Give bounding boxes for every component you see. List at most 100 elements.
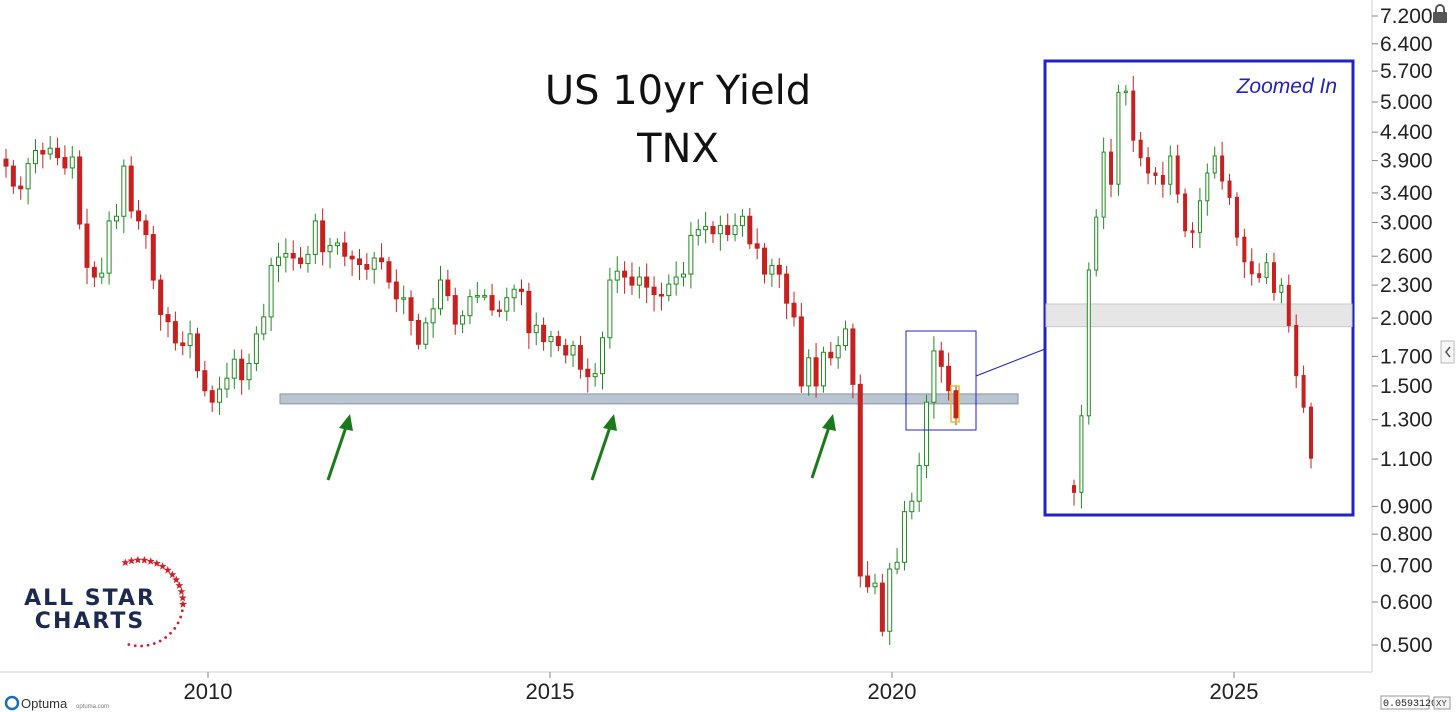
- zoom-candle: [1257, 263, 1262, 283]
- zoom-candle: [1271, 252, 1276, 301]
- main-candle: [806, 349, 812, 396]
- main-candle: [533, 312, 539, 346]
- main-candle: [415, 313, 421, 350]
- main-candle: [526, 282, 532, 349]
- y-tick-label: 3.000: [1380, 211, 1433, 234]
- zoom-candle: [1301, 365, 1306, 413]
- main-candle: [496, 300, 502, 318]
- y-tick-label: 6.400: [1380, 33, 1433, 56]
- main-candle: [901, 500, 907, 571]
- main-candle: [894, 547, 900, 575]
- main-candle: [62, 145, 68, 175]
- main-candle: [467, 289, 473, 325]
- main-candle: [194, 327, 200, 379]
- svg-text:0.0593120: 0.0593120: [1383, 699, 1437, 710]
- zoom-candle: [1212, 146, 1217, 179]
- main-candle: [644, 263, 650, 304]
- svg-text:optuma.com: optuma.com: [76, 704, 109, 710]
- main-candle: [592, 362, 598, 387]
- zoom-candle: [1094, 209, 1099, 277]
- zoom-candle: [1175, 144, 1180, 204]
- y-tick-label: 1.100: [1380, 448, 1433, 471]
- y-tick-label: 2.600: [1380, 245, 1433, 268]
- main-candle: [408, 290, 414, 336]
- zoom-selection-box: [905, 330, 977, 431]
- main-candle: [32, 139, 38, 174]
- main-candle: [717, 215, 723, 251]
- main-candle: [879, 573, 885, 637]
- main-candle: [275, 242, 281, 283]
- latest-candle-highlight: [950, 385, 960, 423]
- lock-icon[interactable]: [1433, 4, 1447, 23]
- main-candle: [938, 341, 944, 383]
- collapse-panel-icon[interactable]: [1440, 340, 1455, 364]
- main-candle: [25, 158, 31, 205]
- main-candle: [666, 274, 672, 302]
- zoom-connector-line: [975, 348, 1046, 377]
- zoom-candle: [1138, 131, 1143, 167]
- main-candle: [437, 265, 443, 316]
- zoom-candle: [1205, 163, 1210, 216]
- y-tick-label: 0.800: [1380, 523, 1433, 546]
- zoom-candle: [1123, 85, 1128, 106]
- main-candle: [607, 267, 613, 349]
- zoom-candle: [1109, 138, 1114, 198]
- main-candle: [452, 287, 458, 335]
- main-candle: [828, 342, 834, 366]
- main-candle: [305, 246, 311, 273]
- main-candle: [349, 250, 355, 276]
- main-candle: [334, 238, 340, 255]
- xy-toggle-button[interactable]: XY: [1433, 696, 1451, 710]
- support-arrow-2016: [590, 414, 617, 481]
- x-axis: 2010 2015 2020 2025: [184, 672, 1259, 704]
- main-candle: [872, 573, 878, 595]
- x-tick-label: 2025: [1210, 679, 1259, 704]
- main-candle: [253, 326, 259, 372]
- main-candle: [931, 336, 937, 419]
- main-candle: [239, 349, 245, 395]
- main-candle: [128, 156, 134, 219]
- main-candle: [703, 211, 709, 244]
- main-candle: [261, 303, 267, 341]
- main-candle: [555, 330, 561, 352]
- main-candle: [106, 211, 112, 285]
- main-candle: [158, 274, 164, 331]
- star-ring-icon: [121, 555, 187, 648]
- main-candle: [784, 265, 790, 320]
- candlestick-series: [3, 136, 959, 645]
- x-tick-label: 2010: [184, 679, 233, 704]
- chart-subtitle: TNX: [636, 126, 719, 172]
- main-candle: [143, 214, 149, 249]
- zoom-candle: [1116, 84, 1121, 196]
- zoom-candle: [1086, 262, 1091, 425]
- zoom-support-zone: [1045, 303, 1353, 328]
- main-candle: [298, 247, 304, 269]
- zoom-candle: [1294, 314, 1299, 389]
- main-candle: [541, 317, 547, 351]
- y-tick-label: 7.200: [1380, 5, 1433, 28]
- main-candle: [681, 262, 687, 287]
- main-candle: [489, 283, 495, 316]
- zoom-label: Zoomed In: [1236, 75, 1337, 98]
- main-candle: [835, 336, 841, 369]
- main-candle: [791, 291, 797, 327]
- main-candle: [614, 256, 620, 294]
- y-tick-label: 1.700: [1380, 345, 1433, 368]
- optuma-logo: Optuma optuma.com: [4, 695, 109, 711]
- main-candle: [762, 243, 768, 284]
- zoom-candle: [1242, 228, 1247, 279]
- main-candle: [283, 238, 289, 273]
- main-candle: [732, 213, 738, 242]
- main-candle: [651, 276, 657, 312]
- main-candle: [113, 203, 119, 230]
- main-candle: [909, 492, 915, 520]
- y-tick-label: 2.000: [1380, 307, 1433, 330]
- main-candle: [629, 262, 635, 295]
- main-candle: [10, 160, 16, 194]
- main-candle: [91, 261, 97, 288]
- main-candle: [843, 320, 849, 351]
- zoom-candle: [1168, 145, 1173, 196]
- y-tick-label: 0.900: [1380, 495, 1433, 518]
- main-candle: [710, 221, 716, 243]
- main-candle: [47, 136, 53, 160]
